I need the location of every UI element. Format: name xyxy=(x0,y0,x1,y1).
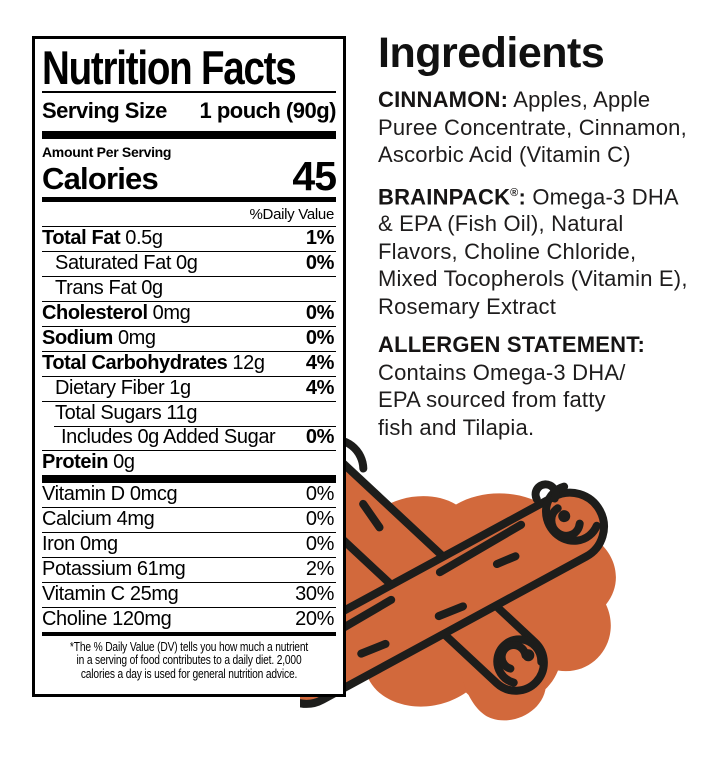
calories-row: Calories 45 xyxy=(42,153,337,199)
nutrient-row-total-fat: Total Fat 0.5g 1% xyxy=(42,227,336,251)
calories-label: Calories xyxy=(42,161,159,197)
nutrient-row-cholesterol: Cholesterol 0mg 0% xyxy=(42,300,336,326)
nutrition-facts-label: Nutrition Facts Serving Size 1 pouch (90… xyxy=(32,36,346,697)
nutrient-amount: 0mg xyxy=(152,302,191,325)
nutrient-row-dietary-fiber: Dietary Fiber 1g 4% xyxy=(42,375,336,401)
nutrient-name: Includes 0g Added Sugar xyxy=(61,426,276,449)
micronutrient-dv: 30% xyxy=(295,583,334,606)
nutrient-amount: 11g xyxy=(166,402,198,425)
nutrient-name: Total Carbohydrates xyxy=(42,352,228,375)
nutrient-amount: 1g xyxy=(169,377,191,400)
micronutrient-name: Choline 120mg xyxy=(42,608,172,631)
nutrient-row-total-sugars: Total Sugars 11g xyxy=(42,400,336,426)
nutrient-name: Cholesterol xyxy=(42,302,148,325)
nutrient-name: Total Sugars xyxy=(55,402,162,425)
brainpack-colon: : xyxy=(518,183,527,209)
nutrient-rows: Total Fat 0.5g 1% Saturated Fat 0g 0% Tran… xyxy=(42,227,336,475)
micronutrient-dv: 20% xyxy=(295,608,334,631)
cinnamon-stick-front xyxy=(300,480,608,708)
amount-per-serving-label: Amount Per Serving xyxy=(42,144,172,160)
micronutrient-row-vitamin-d: Vitamin D 0mcg 0% xyxy=(42,483,336,507)
cinnamon-heading: CINNAMON: xyxy=(378,87,509,112)
nutrient-name: Saturated Fat xyxy=(55,252,171,275)
ingredients-panel: Ingredients CINNAMON: Apples, Apple Pure… xyxy=(378,32,720,441)
nutrient-name: Dietary Fiber xyxy=(55,377,165,400)
allergen-heading: ALLERGEN STATEMENT: xyxy=(378,332,645,358)
nutrient-amount: 0mg xyxy=(117,327,156,350)
micronutrient-row-choline: Choline 120mg 20% xyxy=(42,606,336,632)
cinnamon-sticks-illustration xyxy=(300,435,616,721)
bottom-divider xyxy=(42,631,336,636)
nutrient-amount: 0g xyxy=(141,277,163,300)
nutrient-dv: 0% xyxy=(305,302,335,325)
micronutrient-dv: 0% xyxy=(305,508,335,531)
micronutrient-dv: 0% xyxy=(305,533,335,556)
nutrient-row-total-carbohydrates: Total Carbohydrates 12g 4% xyxy=(42,350,336,376)
micronutrient-name: Calcium 4mg xyxy=(42,508,155,531)
ingredients-cinnamon-section: CINNAMON: Apples, Apple Puree Concentrat… xyxy=(378,86,720,169)
thick-divider xyxy=(42,131,336,139)
serving-size-value: 1 pouch (90g) xyxy=(199,98,336,123)
micronutrient-row-potassium: Potassium 61mg 2% xyxy=(42,556,336,582)
micronutrient-rows: Vitamin D 0mcg 0% Calcium 4mg 0% Iron 0m… xyxy=(42,483,336,632)
micronutrient-dv: 2% xyxy=(305,558,335,581)
micronutrient-row-iron: Iron 0mg 0% xyxy=(42,531,336,557)
ingredients-title: Ingredients xyxy=(378,29,605,77)
nutrient-dv: 0% xyxy=(305,426,335,449)
serving-size-label: Serving Size xyxy=(42,98,167,123)
nutrient-row-protein: Protein 0g xyxy=(42,449,336,475)
nutrient-amount: 0g xyxy=(113,451,135,474)
nutrient-name: Protein xyxy=(42,451,109,474)
cinnamon-text: Apples, Apple Puree Concentrate, Cinnamo… xyxy=(378,87,687,167)
nutrient-amount: 0g xyxy=(175,252,198,275)
nutrition-facts-title: Nutrition Facts xyxy=(42,41,297,94)
micronutrient-name: Vitamin C 25mg xyxy=(42,583,179,606)
registered-trademark-mark: ® xyxy=(510,186,519,199)
thick-divider xyxy=(42,474,336,483)
nutrient-dv: 0% xyxy=(305,252,335,275)
brainpack-text: Omega-3 DHA & EPA (Fish Oil), Natural Fl… xyxy=(378,183,688,319)
nutrient-dv: 4% xyxy=(305,377,335,400)
nutrition-facts-header: Nutrition Facts xyxy=(42,39,336,93)
nutrient-dv: 4% xyxy=(305,352,335,375)
nutrient-row-added-sugar: Includes 0g Added Sugar 0% xyxy=(42,425,336,450)
ingredients-brainpack-section: BRAINPACK®: Omega-3 DHA & EPA (Fish Oil)… xyxy=(378,180,720,321)
nutrient-row-saturated-fat: Saturated Fat 0g 0% xyxy=(42,250,336,276)
brainpack-heading: BRAINPACK xyxy=(378,183,511,209)
nutrient-name: Total Fat xyxy=(42,227,121,250)
nutrient-amount: 0.5g xyxy=(125,227,163,250)
micronutrient-name: Vitamin D 0mcg xyxy=(42,483,178,506)
micronutrient-row-vitamin-c: Vitamin C 25mg 30% xyxy=(42,581,336,607)
micronutrient-row-calcium: Calcium 4mg 0% xyxy=(42,506,336,532)
serving-size-row: Serving Size 1 pouch (90g) xyxy=(42,93,336,131)
micronutrient-dv: 0% xyxy=(305,483,335,506)
medium-divider xyxy=(42,196,336,202)
nutrient-dv: 1% xyxy=(305,227,335,250)
ingredients-allergen-section: ALLERGEN STATEMENT: Contains Omega-3 DHA… xyxy=(378,331,720,441)
micronutrient-name: Potassium 61mg xyxy=(42,558,186,581)
nutrient-name: Sodium xyxy=(42,327,113,350)
daily-value-footnote: *The % Daily Value (DV) tells you how mu… xyxy=(69,638,309,681)
allergen-text: Contains Omega-3 DHA/ EPA sourced from f… xyxy=(378,359,626,440)
nutrient-dv: 0% xyxy=(305,327,335,350)
nutrient-row-trans-fat: Trans Fat 0g xyxy=(42,275,336,301)
calories-value: 45 xyxy=(292,153,337,199)
micronutrient-name: Iron 0mg xyxy=(42,533,118,556)
nutrient-name: Trans Fat xyxy=(55,277,137,300)
nutrient-amount: 12g xyxy=(232,352,265,375)
daily-value-header: %Daily Value xyxy=(42,202,336,227)
nutrient-row-sodium: Sodium 0mg 0% xyxy=(42,325,336,351)
